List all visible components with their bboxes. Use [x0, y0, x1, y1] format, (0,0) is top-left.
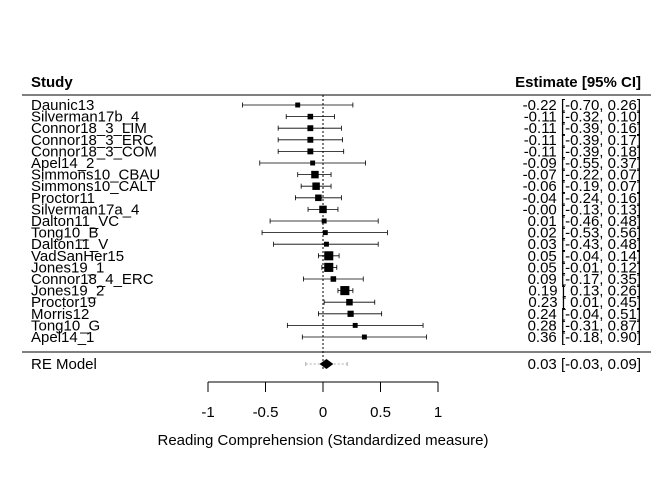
point-estimate — [340, 286, 350, 296]
study-label: Simmons10_CBAU — [31, 167, 160, 184]
x-tick-label: 0 — [319, 404, 327, 421]
study-label: Proctor19 — [31, 294, 96, 311]
study-estimate-text: -0.11 [-0.39, 0.17] — [524, 132, 641, 149]
study-row: Proctor11 -0.04 [-0.24, 0.16] — [31, 190, 641, 207]
header-study: Study — [31, 74, 73, 91]
study-label: Apel14_1 — [31, 329, 94, 346]
point-estimate — [311, 170, 319, 179]
study-estimate-text: 0.03 [-0.43, 0.48] — [528, 236, 641, 253]
study-row: Silverman17b_4 -0.11 [-0.32, 0.10] — [31, 109, 641, 126]
point-estimate — [361, 334, 367, 340]
study-label: Morris12 — [31, 306, 89, 323]
x-tick-label: 1 — [434, 404, 442, 421]
summary-row: RE Model 0.03 [-0.03, 0.09] — [31, 356, 641, 373]
study-row: Apel14_2 -0.09 [-0.55, 0.37] — [31, 155, 641, 172]
study-estimate-text: 0.36 [-0.18, 0.90] — [528, 329, 641, 346]
header-estimate: Estimate [95% CI] — [515, 74, 641, 91]
study-row: VadSanHer15 0.05 [-0.04, 0.14] — [31, 248, 641, 265]
study-label: Proctor11 — [31, 190, 95, 207]
study-label: Connor18_3_LIM — [31, 120, 147, 137]
study-label: Tong10_B — [31, 225, 99, 242]
study-label: Connor18_3_ERC — [31, 132, 154, 149]
point-estimate — [324, 251, 334, 261]
summary-diamond — [319, 359, 334, 369]
point-estimate — [323, 241, 329, 247]
study-estimate-text: -0.11 [-0.32, 0.10] — [524, 109, 641, 126]
study-row: Daunic13 -0.22 [-0.70, 0.26] — [31, 97, 641, 114]
point-estimate — [307, 136, 314, 143]
study-row: Dalton11_V 0.03 [-0.43, 0.48] — [31, 236, 641, 253]
study-label: Silverman17a_4 — [31, 201, 139, 218]
point-estimate — [315, 194, 322, 202]
point-estimate — [307, 148, 314, 155]
study-row: Morris12 0.24 [-0.04, 0.51] — [31, 306, 641, 323]
study-estimate-text: 0.24 [-0.04, 0.51] — [528, 306, 641, 323]
study-label: Silverman17b_4 — [31, 109, 139, 126]
study-estimate-text: -0.07 [-0.22, 0.07] — [523, 167, 641, 184]
study-row: Proctor19 0.23 [ 0.01, 0.45] — [31, 294, 641, 311]
study-label: Jones19_2 — [31, 283, 104, 300]
point-estimate — [319, 205, 327, 214]
study-row: Connor18_3_COM -0.11 [-0.39, 0.18] — [31, 143, 641, 160]
study-label: Dalton11_V — [31, 236, 108, 253]
study-label: Jones19_1 — [31, 259, 104, 276]
study-rows: Daunic13 -0.22 [-0.70, 0.26]Silverman17b_… — [31, 97, 641, 346]
study-estimate-text: -0.11 [-0.39, 0.18] — [524, 143, 641, 160]
study-row: Tong10_G 0.28 [-0.31, 0.87] — [31, 317, 641, 334]
study-label: Tong10_G — [31, 317, 100, 334]
point-estimate — [352, 322, 358, 328]
study-row: Connor18_4_ERC 0.09 [-0.17, 0.35] — [31, 271, 641, 288]
point-estimate — [330, 276, 337, 282]
point-estimate — [312, 182, 320, 190]
study-row: Simmons10_CBAU -0.07 [-0.22, 0.07] — [31, 167, 641, 184]
study-estimate-text: 0.23 [ 0.01, 0.45] — [528, 294, 641, 311]
study-row: Connor18_3_ERC -0.11 [-0.39, 0.17] — [31, 132, 641, 149]
point-estimate — [310, 160, 316, 166]
study-estimate-text: 0.01 [-0.46, 0.48] — [528, 213, 641, 230]
point-estimate — [322, 230, 328, 236]
x-tick-label: -0.5 — [253, 404, 279, 421]
study-estimate-text: 0.19 [ 0.13, 0.26] — [528, 283, 641, 300]
study-estimate-text: 0.02 [-0.53, 0.56] — [528, 225, 641, 242]
study-row: Apel14_1 0.36 [-0.18, 0.90] — [31, 329, 641, 346]
x-axis: -1 -0.5 0 0.5 1 — [201, 381, 442, 421]
study-label: VadSanHer15 — [31, 248, 124, 265]
study-estimate-text: 0.09 [-0.17, 0.35] — [528, 271, 641, 288]
study-row: Silverman17a_4 -0.00 [-0.13, 0.13] — [31, 201, 641, 218]
study-estimate-text: -0.09 [-0.55, 0.37] — [523, 155, 641, 172]
point-estimate — [321, 218, 327, 224]
point-estimate — [346, 298, 353, 306]
study-label: Connor18_4_ERC — [31, 271, 154, 288]
summary-label: RE Model — [31, 356, 97, 373]
study-estimate-text: 0.28 [-0.31, 0.87] — [528, 317, 641, 334]
study-label: Simmons10_CALT — [31, 178, 156, 195]
point-estimate — [347, 310, 354, 317]
study-row: Jones19_2 0.19 [ 0.13, 0.26] — [31, 283, 641, 300]
study-label: Daunic13 — [31, 97, 94, 114]
study-row: Simmons10_CALT -0.06 [-0.19, 0.07] — [31, 178, 641, 195]
study-row: Dalton11_VC 0.01 [-0.46, 0.48] — [31, 213, 641, 230]
study-row: Jones19_1 0.05 [-0.01, 0.12] — [31, 259, 641, 276]
study-label: Connor18_3_COM — [31, 143, 157, 160]
study-label: Apel14_2 — [31, 155, 94, 172]
summary-estimate-text: 0.03 [-0.03, 0.09] — [528, 356, 641, 373]
point-estimate — [324, 262, 334, 272]
study-estimate-text: -0.22 [-0.70, 0.26] — [523, 97, 641, 114]
study-estimate-text: -0.06 [-0.19, 0.07] — [523, 178, 641, 195]
study-estimate-text: -0.11 [-0.39, 0.16] — [524, 120, 641, 137]
study-row: Connor18_3_LIM -0.11 [-0.39, 0.16] — [31, 120, 641, 137]
x-axis-label: Reading Comprehension (Standardized meas… — [157, 432, 488, 449]
point-estimate — [307, 125, 314, 132]
study-estimate-text: 0.05 [-0.01, 0.12] — [528, 259, 641, 276]
study-row: Tong10_B 0.02 [-0.53, 0.56] — [31, 225, 641, 242]
study-label: Dalton11_VC — [31, 213, 119, 230]
point-estimate — [295, 102, 301, 108]
study-estimate-text: -0.00 [-0.13, 0.13] — [523, 201, 641, 218]
point-estimate — [307, 113, 314, 120]
x-tick-label: -1 — [201, 404, 214, 421]
study-estimate-text: 0.05 [-0.04, 0.14] — [528, 248, 641, 265]
x-tick-label: 0.5 — [370, 404, 391, 421]
study-estimate-text: -0.04 [-0.24, 0.16] — [523, 190, 641, 207]
